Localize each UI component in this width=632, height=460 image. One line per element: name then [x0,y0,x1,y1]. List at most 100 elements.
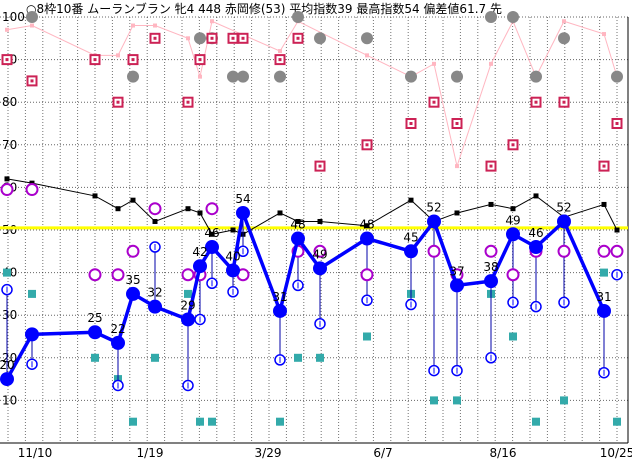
series-upper-point-center [432,100,436,104]
series-index-point [427,214,441,229]
series-teal-point [196,417,204,426]
series-top-point [365,53,369,58]
series-index-point [0,372,14,387]
series-teal-point [532,417,540,426]
series-index-point [529,240,543,255]
series-index-label: 32 [147,286,162,300]
series-mid [0,183,624,282]
series-upper-point-center [241,36,245,40]
series-top-point [278,49,282,54]
series-upper-point-center [93,58,97,62]
series-teal-point [600,268,608,277]
series-upper-point-center [489,164,493,168]
series-teal-point [276,417,284,426]
series-upper-point-center [116,100,120,104]
series-index-label: 35 [125,273,140,287]
series-upper-point-center [455,122,459,125]
series-top-point [210,19,214,24]
series-average-point [152,218,158,224]
series-average-point [488,201,494,207]
series-teal-point [613,417,621,426]
chart-header: ○8枠10番 ムーランブラン 牝4 448 赤岡修(53) 平均指数39 最高指… [26,1,502,16]
series-mid-point [111,268,125,282]
series-gray-point [227,70,239,83]
series-index-point [360,231,374,246]
series-index-label: 49 [312,247,327,261]
series-index-point [181,312,195,327]
series-average-point [92,193,98,199]
series-gray-point [237,70,249,83]
series-index-point [111,335,125,350]
y-tick-label: 80 [2,95,17,109]
series-gray-point [26,11,38,23]
series-index-label: 40 [225,249,240,263]
x-tick-label: 11/10 [18,446,53,460]
series-upper-point-center [231,36,235,40]
series-index-point [126,286,140,301]
series-average-point [454,210,460,216]
series-upper-point-center [30,79,34,83]
series-top-point [5,27,9,32]
x-tick-label: 8/16 [490,446,517,460]
series-mid-point [506,268,520,282]
series-average-point [295,218,301,224]
series-index-label: 37 [449,264,464,278]
series-teal-point [28,289,36,298]
series-mid-point [597,244,611,258]
x-tick-label: 1/19 [137,446,164,460]
series-index-label: 52 [556,200,571,214]
y-tick-label: 100 [2,10,25,24]
series-upper-point-center [278,58,282,62]
series-index-label: 46 [204,226,219,240]
series-index-point [597,303,611,318]
series-gray-point [274,70,286,83]
series-mid-point [205,202,219,216]
series-top-point [30,23,34,28]
series-upper-point-center [534,100,538,104]
series-average-point [115,206,121,212]
series-index-point [291,231,305,246]
series-top-point [186,36,190,41]
series-teal-point [208,417,216,426]
series-upper-point-center [131,58,135,62]
y-tick-label: 30 [2,308,17,322]
series-upper-point-center [198,58,202,62]
series-teal-point [184,289,192,298]
series-upper-point-center [153,36,157,40]
series-index-label: 48 [359,218,374,232]
series-mid-point [484,244,498,258]
series-index-label: 45 [403,230,418,244]
series-teal-point [3,268,11,277]
series-mid-point [181,268,195,282]
series-index-label: 31 [272,290,287,304]
grid-group [0,16,629,444]
series-index-label: 20 [0,358,15,372]
series-top-point [198,74,202,79]
y-tick-label: 10 [2,393,17,407]
series-index-label: 49 [505,213,520,227]
series-top-point [489,61,493,66]
series-gray-point [292,11,304,23]
series-top-point [131,23,135,28]
series-index-point [313,261,327,276]
series-upper-point-center [365,143,369,147]
series-top-point [602,32,606,37]
series-gray [26,11,623,83]
y-tick-label: 20 [2,351,17,365]
series-teal [3,268,621,426]
series-lower [1,241,623,392]
series-index-label: 38 [483,260,498,274]
series-mid-point [557,244,571,258]
series-index-point [557,214,571,229]
series-average-point [601,201,607,207]
series-index-label: 29 [180,298,195,312]
series-teal-point [294,353,302,362]
series-upper-point-center [511,143,515,147]
series-average-point [317,218,323,224]
series-teal-point [363,332,371,341]
series-index-point [226,263,240,278]
series-average-point [408,197,414,203]
series-index-point [273,303,287,318]
series-mid-point [313,244,327,258]
